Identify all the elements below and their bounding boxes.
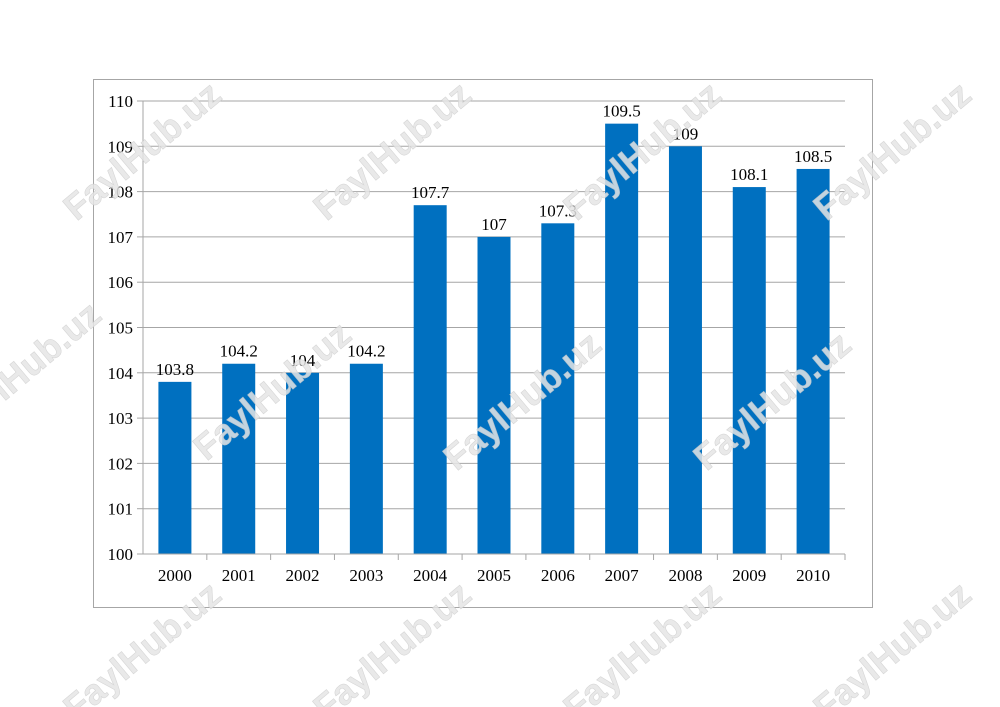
data-label-2009: 108.1	[730, 165, 768, 184]
data-label-2010: 108.5	[794, 147, 832, 166]
y-tick-label-100: 100	[108, 545, 134, 564]
bar-2009	[732, 187, 766, 554]
bar-2003	[349, 363, 383, 554]
bar-2010	[796, 168, 830, 554]
bar-2006	[541, 223, 575, 554]
x-tick-label-2008: 2008	[668, 566, 702, 585]
watermark-1: FaylHub.uz	[55, 73, 228, 228]
y-tick-label-106: 106	[108, 273, 134, 292]
watermark-6: FaylHub.uz	[185, 313, 358, 468]
watermark-7: FaylHub.uz	[435, 323, 608, 478]
watermark-12: FaylHub.uz	[805, 573, 978, 707]
bar-2004	[413, 205, 447, 554]
y-tick-label-107: 107	[108, 228, 134, 247]
x-tick-label-2000: 2000	[158, 566, 192, 585]
watermark-9: FaylHub.uz	[55, 573, 228, 707]
data-label-2005: 107	[481, 215, 507, 234]
y-tick-label-104: 104	[108, 364, 134, 383]
bar-2000	[158, 381, 192, 554]
y-tick-label-102: 102	[108, 454, 134, 473]
y-tick-label-108: 108	[108, 183, 134, 202]
data-label-2006: 107.3	[539, 201, 577, 220]
x-tick-label-2005: 2005	[477, 566, 511, 585]
data-label-2001: 104.2	[220, 342, 258, 361]
data-label-2000: 103.8	[156, 360, 194, 379]
x-tick-label-2007: 2007	[605, 566, 640, 585]
data-label-2007: 109.5	[603, 102, 641, 121]
x-tick-label-2001: 2001	[222, 566, 256, 585]
x-tick-label-2009: 2009	[732, 566, 766, 585]
y-tick-label-105: 105	[108, 319, 134, 338]
y-tick-label-109: 109	[108, 137, 134, 156]
bar-2005	[477, 236, 511, 554]
watermark-3: FaylHub.uz	[555, 73, 728, 228]
x-tick-label-2004: 2004	[413, 566, 448, 585]
y-tick-label-110: 110	[108, 92, 133, 111]
bar-2008	[668, 146, 702, 555]
data-label-2004: 107.7	[411, 183, 450, 202]
data-label-2002: 104	[290, 351, 316, 370]
watermark-10: FaylHub.uz	[305, 573, 478, 707]
gridlines	[143, 100, 845, 510]
x-tick-label-2010: 2010	[796, 566, 830, 585]
x-tick-label-2002: 2002	[286, 566, 320, 585]
axes	[137, 100, 846, 560]
bar-2002	[286, 372, 320, 554]
x-tick-label-2003: 2003	[349, 566, 383, 585]
y-tick-label-103: 103	[108, 409, 134, 428]
bar-2001	[222, 363, 256, 554]
bars	[158, 123, 830, 555]
y-tick-label-101: 101	[108, 500, 134, 519]
x-tick-label-2006: 2006	[541, 566, 575, 585]
watermark-5: FaylHub.uz	[0, 293, 109, 448]
watermark-11: FaylHub.uz	[555, 573, 728, 707]
watermark-2: FaylHub.uz	[305, 73, 478, 228]
watermark-8: FaylHub.uz	[685, 323, 858, 478]
labels: 100 101 102 103 104 105 106 107 108 109 110 2000 103…	[108, 92, 833, 585]
data-label-2003: 104.2	[347, 342, 385, 361]
bar-2007	[605, 123, 639, 555]
data-label-2008: 109	[673, 124, 699, 143]
